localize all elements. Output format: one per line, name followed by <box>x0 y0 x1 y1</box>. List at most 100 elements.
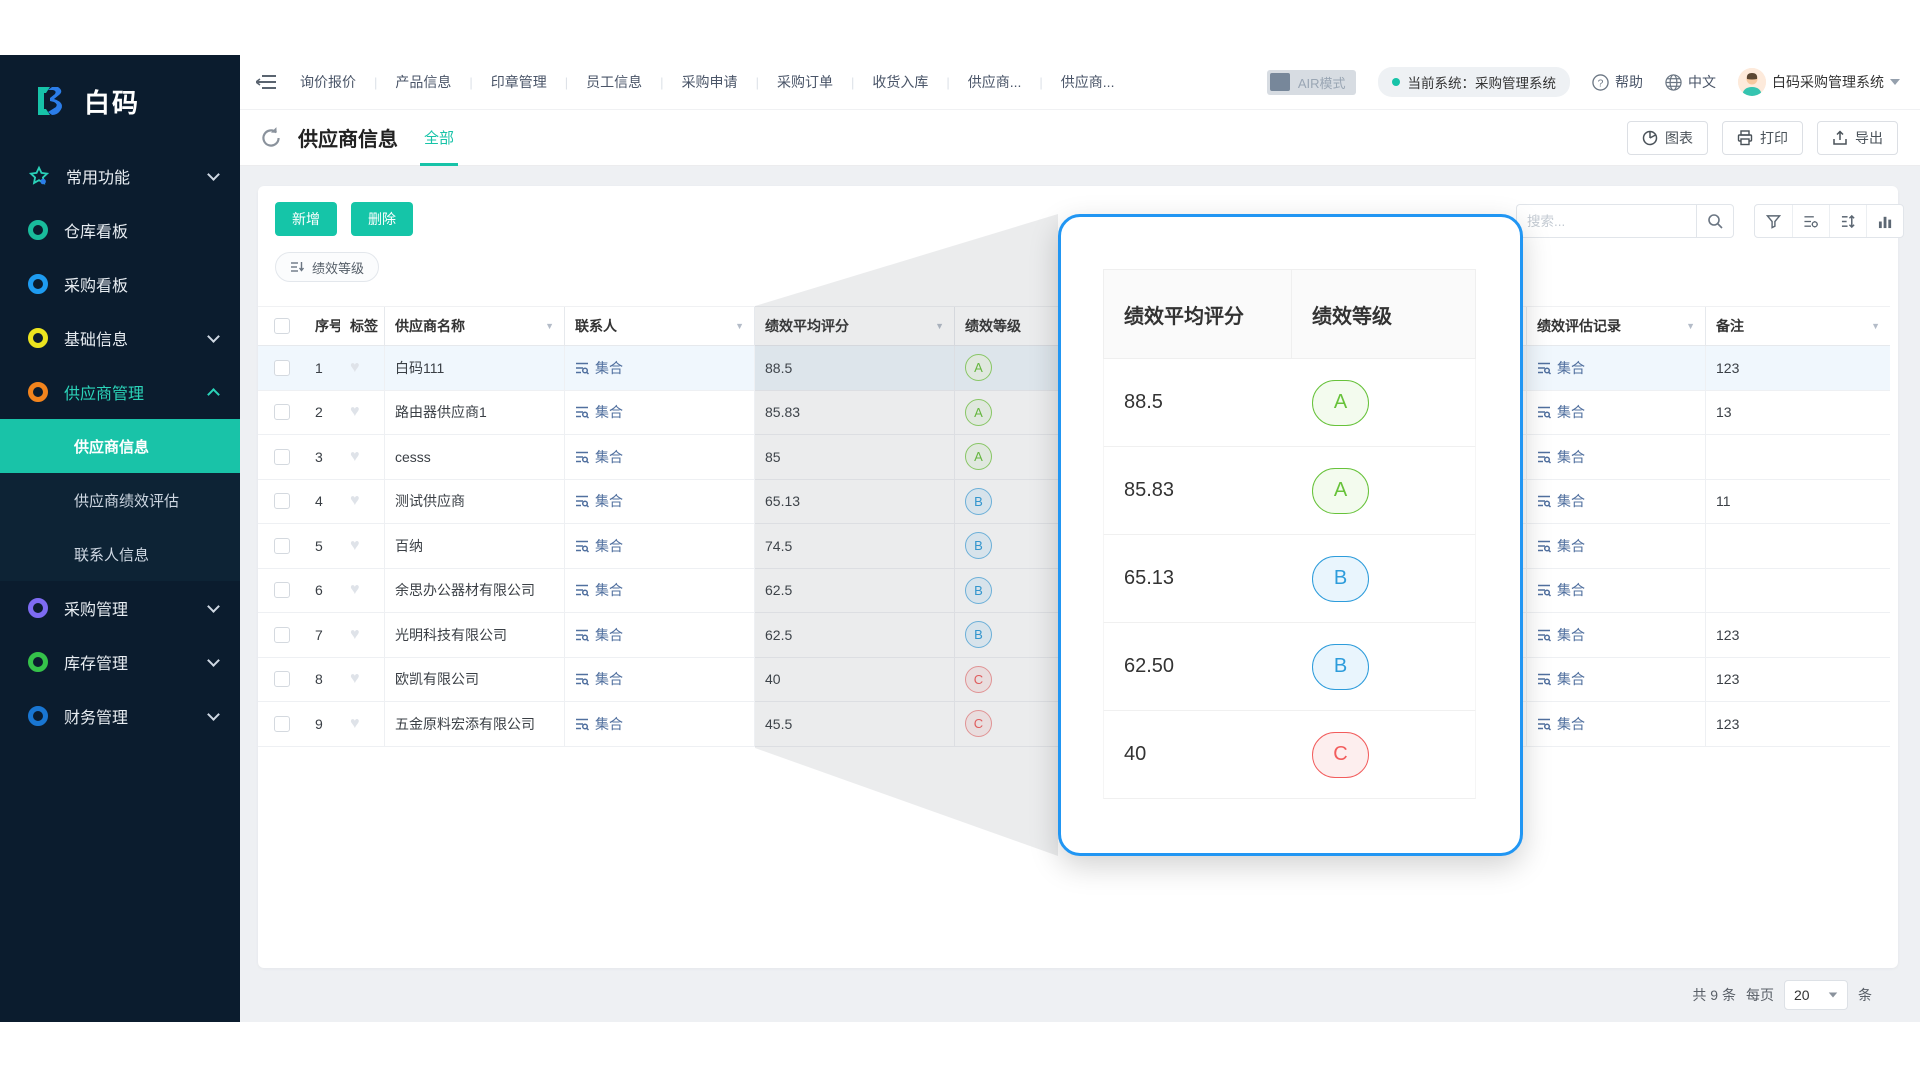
remark-value: 123 <box>1706 702 1890 746</box>
caret-down-icon <box>1829 992 1838 997</box>
sidebar-item-inventory-management[interactable]: 库存管理 <box>0 635 240 689</box>
score-value: 65.13 <box>755 480 955 524</box>
record-collection-link[interactable]: 集合 <box>1537 358 1585 378</box>
row-checkbox[interactable] <box>274 493 290 509</box>
brand-logo: 白码 <box>0 55 240 149</box>
contact-collection-link[interactable]: 集合 <box>575 358 623 378</box>
circle-icon <box>28 652 48 672</box>
sidebar-item-common-functions[interactable]: 常用功能 <box>0 149 240 203</box>
sidebar-item-purchase-management[interactable]: 采购管理 <box>0 581 240 635</box>
row-checkbox[interactable] <box>274 360 290 376</box>
column-dropdown-icon[interactable]: ▼ <box>935 321 944 331</box>
sidebar-item-warehouse-board[interactable]: 仓库看板 <box>0 203 240 257</box>
record-collection-link[interactable]: 集合 <box>1537 580 1585 600</box>
row-checkbox[interactable] <box>274 716 290 732</box>
column-dropdown-icon[interactable]: ▼ <box>735 321 744 331</box>
column-header-remark: 备注▼ <box>1706 307 1890 345</box>
popup-score-value: 65.13 <box>1104 535 1292 622</box>
sidebar-subitem-contact-info[interactable]: 联系人信息 <box>0 527 240 581</box>
row-checkbox[interactable] <box>274 404 290 420</box>
record-collection-link[interactable]: 集合 <box>1537 625 1585 645</box>
status-dot-icon <box>1392 78 1400 86</box>
delete-button[interactable]: 删除 <box>351 202 413 236</box>
popup-score-value: 88.5 <box>1104 359 1292 446</box>
chart-view-button[interactable] <box>1866 205 1903 237</box>
sidebar-item-finance-management[interactable]: 财务管理 <box>0 689 240 743</box>
contact-collection-link[interactable]: 集合 <box>575 714 623 734</box>
tag-icon: ♥ <box>350 581 360 599</box>
column-dropdown-icon[interactable]: ▼ <box>1686 321 1695 331</box>
nav-tab[interactable]: 员工信息 <box>578 72 650 92</box>
print-button[interactable]: 打印 <box>1722 121 1803 155</box>
contact-collection-link[interactable]: 集合 <box>575 491 623 511</box>
view-tab-all[interactable]: 全部 <box>424 110 454 166</box>
contact-collection-link[interactable]: 集合 <box>575 580 623 600</box>
remark-value: 123 <box>1706 613 1890 657</box>
sidebar-subitem-supplier-performance[interactable]: 供应商绩效评估 <box>0 473 240 527</box>
sidebar-item-label: 财务管理 <box>64 704 193 728</box>
export-button[interactable]: 导出 <box>1817 121 1898 155</box>
pie-chart-icon <box>1642 130 1658 146</box>
performance-grade-chip[interactable]: 绩效等级 <box>275 252 379 282</box>
add-button[interactable]: 新增 <box>275 202 337 236</box>
column-dropdown-icon[interactable]: ▼ <box>545 321 554 331</box>
contact-collection-link[interactable]: 集合 <box>575 402 623 422</box>
record-collection-link[interactable]: 集合 <box>1537 714 1585 734</box>
search-button[interactable] <box>1696 204 1734 238</box>
row-index: 9 <box>305 702 340 746</box>
record-collection-link[interactable]: 集合 <box>1537 447 1585 467</box>
nav-tab[interactable]: 收货入库 <box>864 72 936 92</box>
row-checkbox[interactable] <box>274 538 290 554</box>
nav-tab[interactable]: 采购申请 <box>674 72 746 92</box>
list-search-icon <box>575 494 589 508</box>
sort-button[interactable] <box>1829 205 1866 237</box>
help-button[interactable]: ? 帮助 <box>1592 72 1643 92</box>
popup-table: 绩效平均评分 绩效等级 88.5 A 85.83 A 65.13 B 62.50… <box>1103 269 1476 799</box>
nav-tab[interactable]: 供应商... <box>1053 72 1123 92</box>
sidebar-item-purchase-board[interactable]: 采购看板 <box>0 257 240 311</box>
air-mode-toggle[interactable]: AIR模式 <box>1267 70 1356 95</box>
sidebar-item-label: 采购看板 <box>64 272 218 296</box>
popup-column-score: 绩效平均评分 <box>1104 270 1292 358</box>
record-collection-link[interactable]: 集合 <box>1537 669 1585 689</box>
chart-button[interactable]: 图表 <box>1627 121 1708 155</box>
nav-tab[interactable]: 供应商... <box>960 72 1030 92</box>
nav-tab[interactable]: 采购订单 <box>769 72 841 92</box>
select-all-checkbox[interactable] <box>274 318 290 334</box>
main-area: 询价报价|产品信息|印章管理|员工信息|采购申请|采购订单|收货入库|供应商..… <box>240 55 1920 1022</box>
grade-badge: B <box>965 488 992 515</box>
contact-collection-link[interactable]: 集合 <box>575 536 623 556</box>
record-collection-link[interactable]: 集合 <box>1537 402 1585 422</box>
search-input[interactable] <box>1516 204 1696 238</box>
nav-tab[interactable]: 询价报价 <box>292 72 364 92</box>
column-dropdown-icon[interactable]: ▼ <box>1871 321 1880 331</box>
list-search-icon <box>575 539 589 553</box>
sidebar-subitem-supplier-info[interactable]: 供应商信息 <box>0 419 240 473</box>
collapse-menu-icon[interactable] <box>256 74 276 90</box>
column-settings-button[interactable] <box>1792 205 1829 237</box>
language-selector[interactable]: 中文 <box>1665 72 1716 92</box>
contact-collection-link[interactable]: 集合 <box>575 447 623 467</box>
nav-tab[interactable]: 印章管理 <box>483 72 555 92</box>
nav-tab-divider: | <box>946 75 949 90</box>
row-checkbox[interactable] <box>274 671 290 687</box>
record-collection-link[interactable]: 集合 <box>1537 491 1585 511</box>
record-collection-link[interactable]: 集合 <box>1537 536 1585 556</box>
nav-tab[interactable]: 产品信息 <box>387 72 459 92</box>
sidebar-item-label: 采购管理 <box>64 596 193 620</box>
refresh-icon[interactable] <box>258 125 284 151</box>
contact-collection-link[interactable]: 集合 <box>575 625 623 645</box>
account-menu[interactable]: 白码采购管理系统 <box>1738 68 1900 96</box>
sidebar-item-supplier-management[interactable]: 供应商管理 <box>0 365 240 419</box>
row-checkbox[interactable] <box>274 627 290 643</box>
contact-collection-link[interactable]: 集合 <box>575 669 623 689</box>
filter-button[interactable] <box>1755 205 1792 237</box>
sidebar-item-basic-info[interactable]: 基础信息 <box>0 311 240 365</box>
page-size-select[interactable]: 20 <box>1784 980 1848 1010</box>
sidebar-item-label: 常用功能 <box>66 164 193 188</box>
row-checkbox[interactable] <box>274 582 290 598</box>
list-search-icon <box>1537 405 1551 419</box>
svg-text:?: ? <box>1598 78 1604 89</box>
popup-grade-badge: B <box>1312 556 1369 602</box>
row-checkbox[interactable] <box>274 449 290 465</box>
